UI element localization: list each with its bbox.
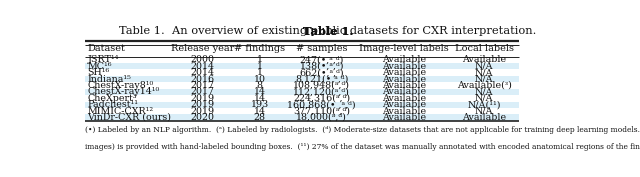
Text: N/A: N/A xyxy=(475,75,493,84)
Text: 193: 193 xyxy=(251,100,269,109)
Text: Available: Available xyxy=(381,107,426,116)
Text: N/A: N/A xyxy=(475,62,493,71)
Text: 18,000(ᵃ,ᵈ): 18,000(ᵃ,ᵈ) xyxy=(296,113,348,122)
FancyBboxPatch shape xyxy=(85,102,519,108)
Text: 28: 28 xyxy=(254,113,266,122)
Text: 377,110(ᵃ,ᵈ): 377,110(ᵃ,ᵈ) xyxy=(293,107,350,116)
Text: VinDr-CXR (ours): VinDr-CXR (ours) xyxy=(88,113,172,122)
Text: (•) Labeled by an NLP algorithm.  (ᵃ) Labeled by radiologists.  (ᵈ) Moderate-siz: (•) Labeled by an NLP algorithm. (ᵃ) Lab… xyxy=(85,126,640,134)
Text: Release year: Release year xyxy=(171,44,234,53)
Text: Dataset: Dataset xyxy=(88,44,125,53)
Text: Image-level labels: Image-level labels xyxy=(359,44,449,53)
Text: JSRT¹⁴: JSRT¹⁴ xyxy=(88,55,119,64)
Text: Available: Available xyxy=(381,94,426,103)
Text: 2019: 2019 xyxy=(191,94,215,103)
Text: 112,120(ᵃ,ᵈ): 112,120(ᵃ,ᵈ) xyxy=(293,87,350,96)
Text: 14: 14 xyxy=(254,87,266,96)
Text: N/A: N/A xyxy=(475,94,493,103)
Text: Local labels: Local labels xyxy=(455,44,514,53)
Text: 2020: 2020 xyxy=(191,113,215,122)
Text: 2019: 2019 xyxy=(191,107,215,116)
Text: 8: 8 xyxy=(257,81,263,90)
Text: # samples: # samples xyxy=(296,44,348,53)
Text: # findings: # findings xyxy=(234,44,285,53)
Text: 2016: 2016 xyxy=(191,75,215,84)
Text: Padchest¹¹: Padchest¹¹ xyxy=(88,100,138,109)
Text: N/A: N/A xyxy=(475,68,493,77)
Text: 10: 10 xyxy=(254,75,266,84)
Text: 2014: 2014 xyxy=(191,68,215,77)
Text: 1: 1 xyxy=(257,62,263,71)
Text: images) is provided with hand-labeled bounding boxes.  (¹¹) 27% of the dataset w: images) is provided with hand-labeled bo… xyxy=(85,142,640,150)
Text: 160,868(• ,ᵃ,ᵈ): 160,868(• ,ᵃ,ᵈ) xyxy=(287,100,356,109)
Text: MIMIC-CXR¹²: MIMIC-CXR¹² xyxy=(88,107,154,116)
Text: 2019: 2019 xyxy=(191,100,215,109)
Text: 224,316(ᵃ,ᵈ): 224,316(ᵃ,ᵈ) xyxy=(293,94,350,103)
Text: Table 1.: Table 1. xyxy=(303,26,353,37)
Text: 1: 1 xyxy=(257,68,263,77)
Text: N/A: N/A xyxy=(475,107,493,116)
Text: N/A: N/A xyxy=(475,87,493,96)
FancyBboxPatch shape xyxy=(85,63,519,70)
Text: Available: Available xyxy=(462,55,506,64)
Text: 2014: 2014 xyxy=(191,62,215,71)
Text: Available: Available xyxy=(381,55,426,64)
Text: 14: 14 xyxy=(254,94,266,103)
FancyBboxPatch shape xyxy=(85,114,519,121)
Text: 138(•,ᵃ,ᵈ): 138(•,ᵃ,ᵈ) xyxy=(300,62,344,71)
Text: ChestX-ray8¹⁰: ChestX-ray8¹⁰ xyxy=(88,81,154,90)
Text: 1: 1 xyxy=(257,55,263,64)
Text: 8,121(•,ᵃ,ᵈ): 8,121(•,ᵃ,ᵈ) xyxy=(295,75,349,84)
Text: 247(•,ᵃ,ᵈ): 247(•,ᵃ,ᵈ) xyxy=(300,55,344,64)
Text: 2000: 2000 xyxy=(191,55,215,64)
Text: Table 1.  An overview of existing public datasets for CXR interpretation.: Table 1. An overview of existing public … xyxy=(119,26,537,36)
Text: MC¹⁶: MC¹⁶ xyxy=(88,62,112,71)
Text: Available(ᶟ): Available(ᶟ) xyxy=(457,81,511,90)
Text: Available: Available xyxy=(381,113,426,122)
Text: Available: Available xyxy=(381,81,426,90)
FancyBboxPatch shape xyxy=(85,89,519,95)
Text: N/A(¹¹): N/A(¹¹) xyxy=(467,100,501,109)
Text: SH¹⁶: SH¹⁶ xyxy=(88,68,109,77)
FancyBboxPatch shape xyxy=(85,76,519,82)
Text: Available: Available xyxy=(381,87,426,96)
Text: ChestX-ray14¹⁰: ChestX-ray14¹⁰ xyxy=(88,87,160,96)
Text: Table 1.: Table 1. xyxy=(303,26,353,37)
Text: Available: Available xyxy=(381,68,426,77)
Text: 108,948(ᵃ,ᵈ): 108,948(ᵃ,ᵈ) xyxy=(293,81,350,90)
Text: 14: 14 xyxy=(254,107,266,116)
Text: 2017: 2017 xyxy=(191,87,215,96)
Text: Available: Available xyxy=(381,100,426,109)
Text: Available: Available xyxy=(381,62,426,71)
Text: 2017: 2017 xyxy=(191,81,215,90)
Text: CheXpert³: CheXpert³ xyxy=(88,94,137,103)
Text: 662(•,ᵃ,ᵈ): 662(•,ᵃ,ᵈ) xyxy=(300,68,344,77)
Text: Indiana¹⁵: Indiana¹⁵ xyxy=(88,75,131,84)
Text: Available: Available xyxy=(381,75,426,84)
Text: Available: Available xyxy=(462,113,506,122)
